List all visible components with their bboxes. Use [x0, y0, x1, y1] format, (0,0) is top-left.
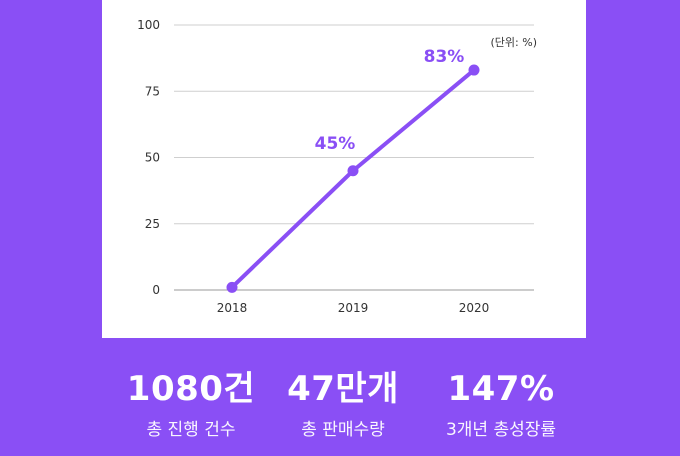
stat-growth-rate: 147% 3개년 총성장률 [416, 360, 586, 442]
data-label: 45% [315, 134, 356, 154]
data-labels: 45% 83% [315, 47, 465, 154]
series-line [230, 68, 476, 290]
y-tick-label: 75 [145, 84, 160, 98]
y-tick-labels: 0 25 50 75 100 [137, 18, 160, 297]
y-tick-label: 0 [152, 283, 160, 297]
data-label: 83% [424, 47, 465, 67]
stats-section: 1080건 총 진행 건수 47만개 총 판매수량 147% 3개년 총성장률 [0, 360, 680, 456]
stat-value: 1080건 [126, 369, 256, 409]
y-tick-label: 25 [145, 217, 160, 231]
data-point [347, 165, 359, 177]
stat-total-projects: 1080건 총 진행 건수 [106, 360, 276, 442]
stat-value: 47만개 [287, 369, 399, 409]
stat-value: 147% [447, 369, 555, 409]
stat-label: 총 판매수량 [301, 420, 385, 440]
unit-note: (단위: %) [491, 36, 537, 49]
x-tick-label: 2019 [338, 301, 369, 315]
series-group [226, 64, 480, 293]
x-tick-label: 2018 [217, 301, 248, 315]
data-point [226, 281, 238, 293]
stat-label: 3개년 총성장률 [445, 420, 557, 440]
chart-card: 0 25 50 75 100 2018 2019 2020 45% 83% (단위: %) [102, 0, 586, 338]
gridlines [174, 24, 534, 291]
stat-total-sales: 47만개 총 판매수량 [258, 360, 428, 442]
x-tick-labels: 2018 2019 2020 [217, 301, 490, 315]
y-tick-label: 100 [137, 18, 160, 32]
stat-label: 총 진행 건수 [146, 420, 236, 440]
x-tick-label: 2020 [459, 301, 490, 315]
data-point [468, 64, 480, 76]
y-tick-label: 50 [145, 151, 160, 165]
line-chart: 0 25 50 75 100 2018 2019 2020 45% 83% (단위: %) [137, 18, 537, 315]
